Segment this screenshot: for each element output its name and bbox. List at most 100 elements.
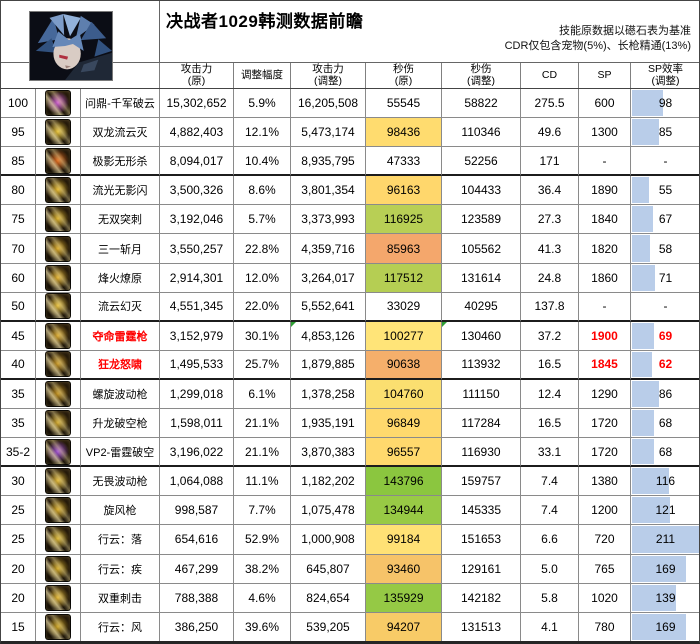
skill-icon bbox=[45, 438, 71, 465]
cell-attack-original: 654,616 bbox=[160, 525, 234, 555]
sp-efficiency-data-bar bbox=[632, 555, 686, 582]
cell-skill-icon bbox=[36, 147, 81, 177]
table-row: 100 问鼎-千军破云 15,302,652 5.9% 16,205,508 5… bbox=[1, 89, 699, 119]
cell-adjust-percent: 52.9% bbox=[234, 525, 291, 555]
cell-skill-level: 100 bbox=[1, 89, 36, 119]
cell-sp-cost: 1890 bbox=[579, 176, 631, 206]
skill-icon bbox=[45, 526, 71, 553]
title-band: 决战者1029韩测数据前瞻 技能原数据以礠石表为基准 CDR仅包含宠物(5%)、… bbox=[1, 1, 699, 62]
cell-dps-adjusted: 104433 bbox=[442, 176, 521, 206]
cell-skill-icon bbox=[36, 292, 81, 322]
cell-attack-original: 1,495,533 bbox=[160, 350, 234, 380]
cell-adjust-percent: 21.1% bbox=[234, 409, 291, 439]
cell-dps-adjusted: 117284 bbox=[442, 409, 521, 439]
table-row: 30 无畏波动枪 1,064,088 11.1% 1,182,202 14379… bbox=[1, 467, 699, 497]
cell-dps-original: 96849 bbox=[366, 409, 442, 439]
table-row: 80 流光无影闪 3,500,326 8.6% 3,801,354 96163 … bbox=[1, 176, 699, 206]
sp-efficiency-data-bar bbox=[632, 119, 659, 146]
cell-sp-efficiency: 69 bbox=[631, 322, 699, 351]
cell-attack-original: 467,299 bbox=[160, 554, 234, 584]
cell-cooldown: 36.4 bbox=[521, 176, 579, 206]
cell-dps-original: 55545 bbox=[366, 89, 442, 119]
cell-adjust-percent: 22.0% bbox=[234, 292, 291, 322]
cell-attack-original: 4,882,403 bbox=[160, 118, 234, 148]
cell-dps-original: 134944 bbox=[366, 496, 442, 526]
sp-efficiency-data-bar bbox=[632, 526, 699, 553]
cell-sp-efficiency: 211 bbox=[631, 525, 699, 555]
cell-sp-cost: 1300 bbox=[579, 118, 631, 148]
sp-efficiency-data-bar bbox=[632, 90, 664, 117]
cell-attack-adjusted: 1,935,191 bbox=[291, 409, 366, 439]
skill-icon bbox=[45, 119, 71, 146]
cell-skill-name: 双龙流云灭 bbox=[81, 118, 160, 148]
cell-attack-original: 2,914,301 bbox=[160, 263, 234, 293]
cell-attack-adjusted: 1,000,908 bbox=[291, 525, 366, 555]
cell-sp-efficiency: 116 bbox=[631, 467, 699, 497]
cell-sp-cost: 1845 bbox=[579, 350, 631, 380]
cell-dps-original: 47333 bbox=[366, 147, 442, 177]
cell-skill-name: 问鼎-千军破云 bbox=[81, 89, 160, 119]
cell-sp-cost: 1380 bbox=[579, 467, 631, 497]
cell-cooldown: 171 bbox=[521, 147, 579, 177]
cell-cooldown: 12.4 bbox=[521, 379, 579, 410]
table-row: 15 行云：风 386,250 39.6% 539,205 94207 1315… bbox=[1, 612, 699, 641]
cell-cooldown: 27.3 bbox=[521, 205, 579, 235]
cell-dps-original: 143796 bbox=[366, 467, 442, 497]
cell-skill-name: 行云：风 bbox=[81, 612, 160, 641]
cell-dps-original: 96557 bbox=[366, 438, 442, 468]
cell-skill-level: 50 bbox=[1, 292, 36, 322]
sp-efficiency-data-bar bbox=[632, 264, 655, 291]
cell-attack-adjusted: 5,552,641 bbox=[291, 292, 366, 322]
cell-cooldown: 24.8 bbox=[521, 263, 579, 293]
page-title: 决战者1029韩测数据前瞻 bbox=[166, 12, 364, 31]
cell-sp-efficiency: - bbox=[631, 293, 699, 322]
cell-attack-adjusted: 539,205 bbox=[291, 612, 366, 641]
cell-dps-adjusted: 105562 bbox=[442, 234, 521, 264]
cell-attack-original: 3,196,022 bbox=[160, 438, 234, 468]
title-cell: 决战者1029韩测数据前瞻 技能原数据以礠石表为基准 CDR仅包含宠物(5%)、… bbox=[160, 1, 699, 62]
cell-attack-original: 3,550,257 bbox=[160, 234, 234, 264]
cell-skill-name: 升龙破空枪 bbox=[81, 409, 160, 439]
column-header-row: 攻击力 (原) 调整幅度 攻击力 (调整) 秒伤 (原) 秒伤 (调整) CD SP S… bbox=[1, 62, 699, 89]
cell-dps-original: 99184 bbox=[366, 525, 442, 555]
cell-adjust-percent: 5.7% bbox=[234, 205, 291, 235]
cell-adjust-percent: 39.6% bbox=[234, 612, 291, 641]
cell-attack-original: 788,388 bbox=[160, 583, 234, 613]
table-row: 45 夺命雷霆枪 3,152,979 30.1% 4,853,126 10027… bbox=[1, 321, 699, 351]
cell-attack-adjusted: 8,935,795 bbox=[291, 147, 366, 177]
cell-skill-level: 35 bbox=[1, 379, 36, 410]
cell-attack-original: 998,587 bbox=[160, 496, 234, 526]
cell-skill-level: 45 bbox=[1, 321, 36, 351]
table-row: 20 行云：疾 467,299 38.2% 645,807 93460 1291… bbox=[1, 554, 699, 584]
table-row: 20 双重刺击 788,388 4.6% 824,654 135929 1421… bbox=[1, 583, 699, 613]
cell-attack-original: 15,302,652 bbox=[160, 89, 234, 119]
cell-attack-adjusted: 4,359,716 bbox=[291, 234, 366, 264]
table-row: 75 无双突刺 3,192,046 5.7% 3,373,993 116925 … bbox=[1, 205, 699, 235]
cell-skill-icon bbox=[36, 350, 81, 380]
portrait-art bbox=[30, 12, 112, 80]
cell-adjust-percent: 38.2% bbox=[234, 554, 291, 584]
cell-dps-adjusted: 52256 bbox=[442, 147, 521, 177]
cell-attack-adjusted: 3,801,354 bbox=[291, 176, 366, 206]
sp-efficiency-data-bar bbox=[632, 497, 671, 524]
cell-dps-adjusted: 111150 bbox=[442, 379, 521, 410]
cell-attack-adjusted: 1,075,478 bbox=[291, 496, 366, 526]
header-notes: 技能原数据以礠石表为基准 CDR仅包含宠物(5%)、长枪精通(13%) bbox=[505, 24, 691, 54]
cell-adjust-percent: 22.8% bbox=[234, 234, 291, 264]
cell-attack-adjusted: 645,807 bbox=[291, 554, 366, 584]
cell-skill-name: VP2-雷霆破空 bbox=[81, 438, 160, 468]
header-dps-adj: 秒伤 (调整) bbox=[442, 63, 521, 88]
cell-attack-original: 1,299,018 bbox=[160, 379, 234, 410]
cell-skill-name: 三一斩月 bbox=[81, 234, 160, 264]
cell-sp-cost: 1290 bbox=[579, 379, 631, 410]
cell-adjust-percent: 10.4% bbox=[234, 147, 291, 177]
cell-sp-cost: 1200 bbox=[579, 496, 631, 526]
skill-icon bbox=[45, 147, 71, 174]
cell-skill-icon bbox=[36, 118, 81, 148]
cell-dps-original: 33029 bbox=[366, 292, 442, 322]
cell-dps-original: 93460 bbox=[366, 554, 442, 584]
cell-attack-original: 8,094,017 bbox=[160, 147, 234, 177]
cell-attack-original: 1,064,088 bbox=[160, 467, 234, 497]
table-row: 50 流云幻灭 4,551,345 22.0% 5,552,641 33029 … bbox=[1, 292, 699, 322]
